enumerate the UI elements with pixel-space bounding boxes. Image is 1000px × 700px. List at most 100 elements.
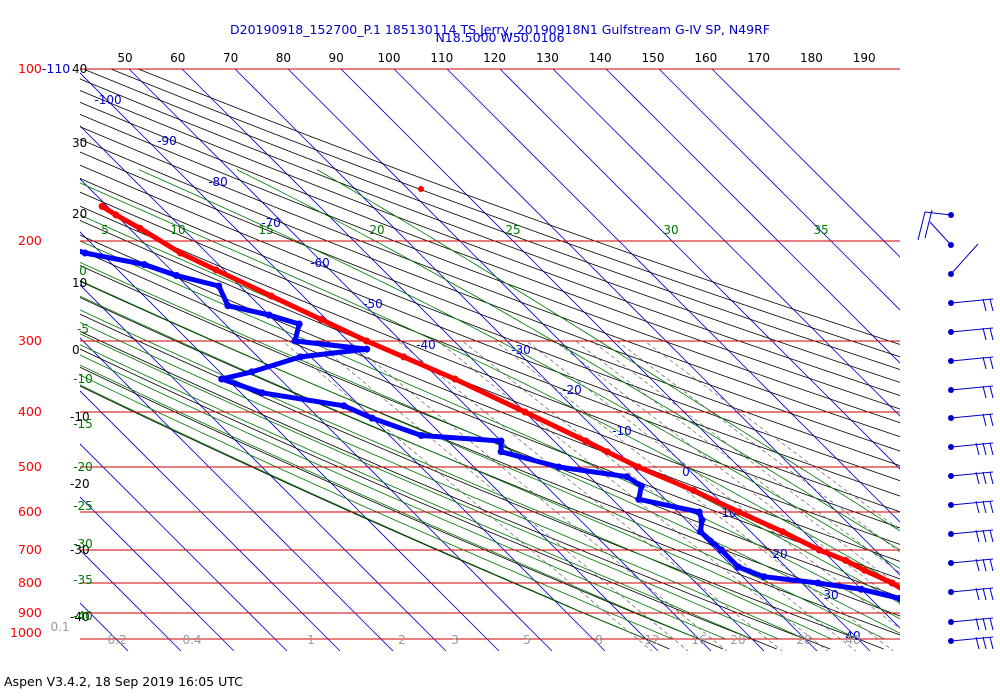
- dewpoint-point: [265, 311, 273, 319]
- wind-barb-flag: [989, 413, 994, 427]
- wind-barb-staff: [929, 221, 952, 246]
- temperature-point: [924, 601, 931, 608]
- isotherm-label: -80: [208, 175, 228, 189]
- wind-barb-staff: [950, 500, 994, 506]
- moist-adiabat-label: 10: [170, 223, 185, 237]
- temperature-point: [909, 592, 916, 599]
- dry-adiabat-line: [80, 234, 900, 562]
- isotherm-line: [393, 69, 900, 576]
- isotherm-label: -30: [511, 343, 531, 357]
- wind-barb-flag: [989, 327, 994, 341]
- mixing-ratio-line: [644, 340, 900, 531]
- isotherm-line: [0, 69, 75, 651]
- top-tick-label: 130: [536, 51, 559, 65]
- height-label: 30: [72, 136, 87, 150]
- dry-adiabat-line: [80, 191, 900, 513]
- moist-left-label: -20: [73, 460, 93, 474]
- mixing-ratio-label: 0.1: [50, 620, 69, 634]
- top-tick-label: 180: [800, 51, 823, 65]
- mixing-ratio-line: [348, 340, 728, 651]
- pressure-label: 100-110: [18, 61, 70, 76]
- chart-title: D20190918_152700_P.1 185130114 TS Jerry,…: [230, 22, 770, 37]
- wind-barb-flag: [989, 442, 994, 456]
- isotherm-label: -100: [94, 93, 121, 107]
- temperature-point: [136, 224, 144, 232]
- dewpoint-point: [555, 463, 563, 471]
- dewpoint-point: [43, 238, 50, 245]
- top-tick-label: 170: [747, 51, 770, 65]
- dry-adiabat-line: [80, 297, 900, 636]
- temperature-point: [400, 353, 408, 361]
- wind-barb-staff: [950, 617, 994, 623]
- dewpoint-point: [695, 508, 703, 516]
- moist-adiabat-label: 20: [369, 223, 384, 237]
- wind-barb-staff: [950, 636, 994, 642]
- temperature-point: [735, 508, 743, 516]
- height-label: 40: [72, 62, 87, 76]
- mixing-ratio-label: 12: [644, 633, 659, 647]
- dry-adiabat-line: [80, 126, 900, 438]
- wind-barb-flag: [989, 558, 994, 572]
- isotherm-line: [80, 549, 182, 651]
- temperature-point: [212, 266, 220, 274]
- isotherm-line: [80, 231, 500, 651]
- moist-adiabat-line: [80, 182, 900, 587]
- dewpoint-point: [857, 585, 865, 593]
- moist-adiabat-line: [80, 344, 753, 640]
- temperature-point: [177, 249, 184, 257]
- temperature-point: [317, 316, 325, 323]
- isotherm-line: [0, 69, 22, 651]
- dewpoint-point: [363, 345, 371, 353]
- dewpoint-point: [295, 320, 303, 328]
- dewpoint-point: [964, 631, 971, 638]
- temperature-point: [888, 579, 896, 587]
- wind-barb-flag: [982, 558, 987, 572]
- temperature-profile: [98, 186, 931, 608]
- moist-adiabat-label: 30: [663, 223, 678, 237]
- isotherm-line: [80, 602, 129, 651]
- dewpoint-point: [340, 402, 348, 410]
- wind-barb-flag: [982, 356, 987, 370]
- isotherm-label: -70: [261, 216, 281, 230]
- top-tick-label: 80: [276, 51, 291, 65]
- dewpoint-point: [814, 579, 822, 587]
- wind-barb-flag: [982, 413, 987, 427]
- pressure-label: 900: [18, 605, 42, 620]
- wind-barb-flag: [989, 385, 994, 399]
- isotherm-line: [80, 125, 606, 651]
- isotherm-label: 0: [682, 465, 690, 479]
- isotherm-label: 40: [845, 629, 860, 643]
- wind-barb-flag: [982, 529, 987, 543]
- moist-adiabat-label: 35: [813, 223, 828, 237]
- isotherm-label: -10: [612, 424, 632, 438]
- isotherm-line: [80, 390, 341, 651]
- wind-barb-flag: [982, 471, 987, 485]
- isotherm-label: -60: [310, 256, 330, 270]
- wind-barb-flag: [975, 636, 980, 650]
- isotherm-line: [605, 69, 900, 364]
- isotherm-line: [80, 72, 659, 651]
- dry-adiabat-line: [80, 78, 900, 383]
- wind-barb-staff: [950, 243, 979, 275]
- top-tick-label: 110: [430, 51, 453, 65]
- mixing-ratio-label: 28: [796, 633, 811, 647]
- dewpoint-point: [173, 272, 180, 279]
- dry-adiabat-line: [80, 90, 900, 396]
- moist-adiabat-line: [236, 169, 900, 551]
- moist-adiabat-line: [80, 321, 806, 640]
- dry-adiabat-line: [80, 178, 900, 497]
- isotherm-line: [287, 69, 871, 651]
- temperature-point: [861, 566, 869, 574]
- isotherm-line: [80, 178, 553, 651]
- pressure-label: 800: [18, 575, 42, 590]
- mixing-ratio-line: [616, 340, 900, 553]
- height-label: 10: [72, 276, 87, 290]
- moist-left-label: -40: [73, 609, 93, 623]
- wind-barb-flag: [975, 500, 980, 514]
- mixing-ratio-line: [526, 340, 900, 630]
- top-tick-label: 150: [642, 51, 665, 65]
- wind-barb-staff: [950, 529, 994, 535]
- wind-barb-staff: [950, 587, 994, 593]
- isotherm-lines: [0, 69, 900, 651]
- temperature-line: [99, 203, 900, 591]
